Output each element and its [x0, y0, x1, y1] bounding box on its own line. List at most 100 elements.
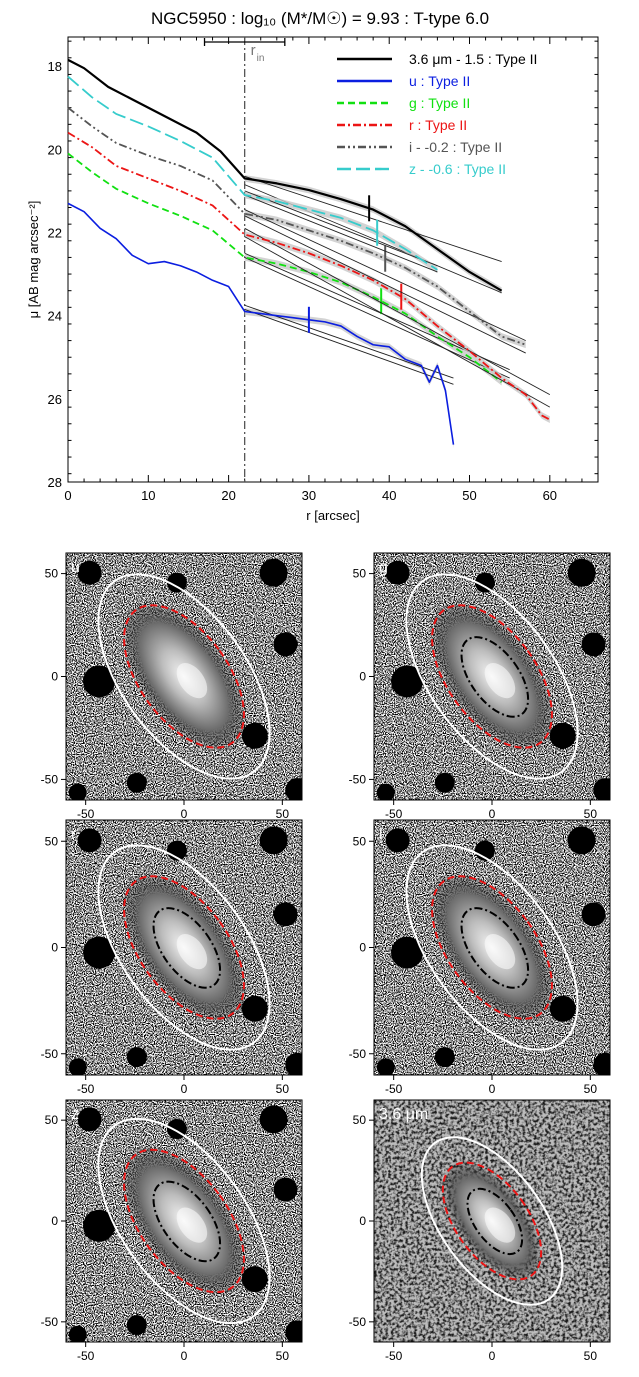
x-tick-label: 0: [181, 807, 188, 821]
fit-line: [244, 236, 551, 408]
break-ellipse: [441, 1161, 543, 1281]
y-tick-label: 26: [48, 392, 62, 407]
inner-ellipse: [460, 907, 530, 989]
mask-hole: [83, 1209, 116, 1242]
x-tick-label: 50: [584, 1349, 598, 1363]
mask-hole: [259, 1105, 288, 1134]
uncertainty-band: [244, 210, 526, 349]
outer-ellipse: [97, 573, 271, 780]
mask-hole: [567, 558, 596, 587]
panel-label: i: [379, 826, 383, 843]
x-tick-label: -50: [77, 1082, 95, 1096]
break-ellipse: [431, 604, 553, 749]
inner-ellipse: [152, 907, 222, 989]
mask-hole: [385, 560, 410, 585]
x-tick-label: -50: [385, 807, 403, 821]
mask-hole: [434, 1047, 455, 1068]
y-tick-label: 18: [48, 59, 62, 74]
fit-line: [244, 227, 551, 396]
y-tick-label: -50: [41, 1315, 59, 1329]
series-line: [67, 202, 455, 445]
mask-hole: [259, 558, 288, 587]
mask-hole: [126, 1047, 147, 1068]
x-tick-label: -50: [385, 1349, 403, 1363]
mask-hole: [241, 722, 268, 749]
mask-hole: [549, 722, 576, 749]
r-in-subscript: in: [257, 53, 265, 64]
y-tick-label: -50: [349, 1315, 367, 1329]
panel-image: [374, 553, 610, 800]
mask-hole: [285, 1320, 302, 1342]
panel-label: g: [379, 559, 388, 576]
mask-hole: [376, 1058, 395, 1075]
y-tick-label: 0: [51, 941, 58, 955]
mask-hole: [77, 828, 102, 853]
y-tick-label: -50: [41, 1047, 59, 1061]
y-tick-label: 50: [353, 834, 367, 848]
y-tick-label: 24: [48, 309, 62, 324]
series-line: [67, 58, 503, 292]
x-tick-label: 20: [221, 488, 235, 503]
y-tick-label: -50: [41, 772, 59, 786]
uncertainty-band: [244, 308, 454, 448]
x-tick-label: 30: [302, 488, 316, 503]
series-line: [67, 106, 527, 346]
x-tick-label: 0: [181, 1349, 188, 1363]
image-panel-3: r -50 0 50 50 0 -50: [41, 819, 303, 1096]
outer-ellipse: [420, 1136, 564, 1306]
image-panel-1: u -50 0 50 50 0 -50: [41, 552, 303, 821]
image-panel-2: g -50 0 50 50 0 -50: [349, 552, 611, 821]
mask-hole: [166, 572, 187, 593]
mask-hole: [434, 772, 455, 793]
mask-hole: [581, 632, 606, 657]
mask-hole: [549, 995, 576, 1022]
x-tick-label: 0: [489, 1082, 496, 1096]
plot-frame: [67, 36, 599, 483]
fit-line: [244, 215, 526, 354]
fit-line: [244, 308, 454, 385]
figure-title: NGC5950 : log₁₀ (M*/M☉) = 9.93 : T-type …: [151, 9, 489, 28]
fit-line: [244, 175, 502, 263]
mask-hole: [593, 778, 610, 800]
x-tick-label: 0: [489, 807, 496, 821]
break-ellipse: [431, 875, 553, 1020]
legend-entry: u : Type II: [409, 73, 470, 89]
legend-entry: 3.6 μm - 1.5 : Type II: [409, 51, 537, 67]
mask-hole: [273, 1177, 298, 1202]
panel-image: [66, 820, 302, 1075]
x-tick-label: 0: [489, 1349, 496, 1363]
y-tick-label: 0: [51, 1214, 58, 1228]
mask-hole: [391, 936, 424, 969]
mask-hole: [83, 936, 116, 969]
fit-line: [244, 304, 454, 379]
panel-image: [374, 1100, 610, 1342]
mask-hole: [126, 772, 147, 793]
y-tick-label: 50: [353, 1113, 367, 1127]
x-tick-label: 50: [584, 1082, 598, 1096]
x-tick-label: 50: [276, 1349, 290, 1363]
mask-hole: [77, 560, 102, 585]
x-tick-label: 10: [141, 488, 155, 503]
x-tick-label: 50: [276, 1082, 290, 1096]
galaxy-core: [484, 1207, 516, 1243]
mask-hole: [391, 665, 424, 698]
fit-line: [244, 190, 438, 267]
x-tick-label: 0: [64, 488, 71, 503]
image-panel-6: 3.6 μm -50 0 50 50 0 -50: [349, 1099, 611, 1363]
panel-label: r: [71, 826, 77, 843]
x-tick-label: 40: [382, 488, 396, 503]
x-tick-label: 50: [584, 807, 598, 821]
panel-label: z: [71, 1106, 79, 1123]
mask-hole: [285, 1052, 302, 1075]
y-tick-label: 20: [48, 142, 62, 157]
mask-hole: [68, 783, 87, 800]
galaxy-core: [176, 933, 208, 970]
outer-ellipse: [405, 844, 579, 1051]
galaxy-core: [176, 1207, 208, 1243]
x-tick-label: 50: [276, 807, 290, 821]
legend-entry: z - -0.6 : Type II: [409, 161, 506, 177]
panel-label: u: [71, 559, 80, 576]
mask-hole: [241, 995, 268, 1022]
